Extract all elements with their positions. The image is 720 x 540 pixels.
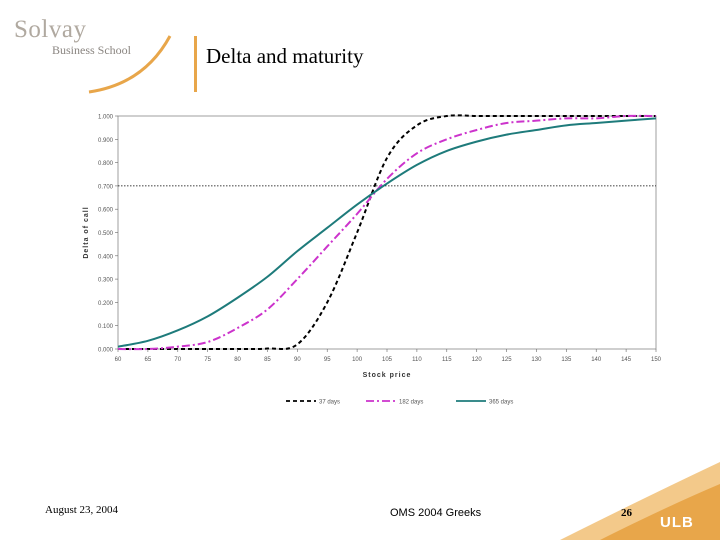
x-tick-label: 85 (264, 357, 271, 363)
y-tick-label: 0.600 (98, 208, 114, 214)
series-line-0 (118, 114, 656, 351)
x-tick-label: 75 (204, 357, 211, 363)
y-tick-label: 0.100 (98, 324, 114, 330)
legend-label-1: 182 days (399, 400, 423, 406)
y-tick-label: 0.300 (98, 278, 114, 284)
page-title: Delta and maturity (206, 44, 364, 68)
footer-center-text: OMS 2004 Greeks (390, 507, 482, 519)
y-tick-label: 1.000 (98, 115, 114, 121)
y-tick-label: 0.500 (98, 231, 114, 237)
page-number: 26 (621, 507, 632, 519)
x-tick-label: 145 (621, 357, 632, 363)
x-tick-label: 90 (294, 357, 301, 363)
x-tick-label: 105 (382, 357, 393, 363)
legend-label-2: 365 days (489, 400, 513, 406)
logo-subtitle: Business School (52, 43, 132, 57)
logo-swoosh-icon (88, 35, 172, 94)
y-tick-label: 0.800 (98, 161, 114, 167)
x-tick-label: 150 (651, 357, 662, 363)
solvay-logo: Solvay Business School (14, 16, 174, 94)
x-tick-label: 65 (145, 357, 152, 363)
y-axis-label: Delta of call (83, 206, 90, 258)
title-accent-bar (194, 36, 197, 92)
delta-chart: 0.000 0.100 0.200 0.300 0.400 0.500 0.600 0.700… (83, 114, 662, 406)
x-tick-label: 120 (472, 357, 483, 363)
x-tick-label: 70 (174, 357, 181, 363)
x-axis-label: Stock price (363, 372, 412, 379)
series-line-1 (117, 114, 657, 351)
x-tick-label: 100 (352, 357, 363, 363)
x-tick-label: 80 (234, 357, 241, 363)
y-tick-label: 0.700 (98, 184, 114, 190)
x-tick-label: 135 (561, 357, 572, 363)
x-tick-label: 95 (324, 357, 331, 363)
x-tick-label: 60 (115, 357, 122, 363)
footer-date: August 23, 2004 (45, 504, 119, 516)
y-tick-label: 0.900 (98, 138, 114, 144)
x-tick-label: 140 (591, 357, 602, 363)
x-tick-label: 110 (412, 357, 422, 363)
y-tick-label: 0.400 (98, 254, 114, 260)
y-tick-label: 0.200 (98, 301, 114, 307)
series-line-2 (117, 117, 657, 348)
x-tick-label: 115 (442, 357, 452, 363)
ulb-logo: ULB (660, 514, 694, 531)
logo-name: Solvay (14, 16, 87, 43)
x-tick-label: 125 (502, 357, 513, 363)
x-tick-label: 130 (531, 357, 542, 363)
y-tick-label: 0.000 (98, 348, 114, 354)
plot-area (117, 115, 657, 350)
legend-label-0: 37 days (319, 400, 340, 406)
